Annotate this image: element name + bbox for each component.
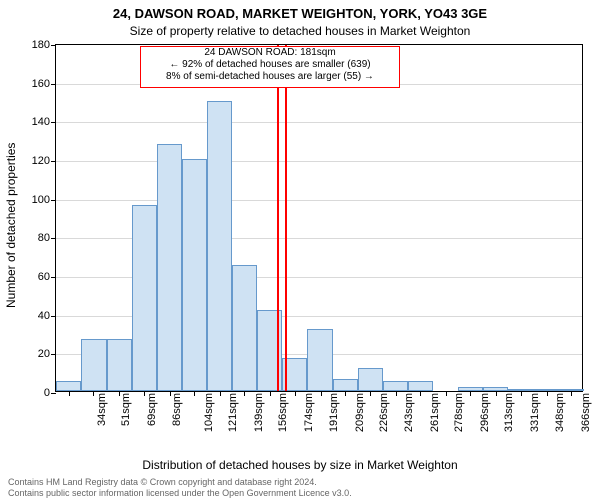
- histogram-bar: [56, 381, 81, 391]
- ytick-mark: [51, 277, 56, 278]
- xtick-mark: [144, 391, 145, 396]
- xtick-label: 34sqm: [96, 393, 108, 426]
- annotation-line-1: 24 DAWSON ROAD: 181sqm: [141, 47, 399, 59]
- xtick-mark: [270, 391, 271, 396]
- ytick-mark: [51, 354, 56, 355]
- ytick-label: 60: [38, 271, 50, 283]
- xtick-mark: [69, 391, 70, 396]
- xtick-mark: [470, 391, 471, 396]
- ytick-mark: [51, 161, 56, 162]
- xtick-mark: [571, 391, 572, 396]
- histogram-bar: [333, 379, 358, 391]
- xtick-label: 226sqm: [378, 393, 390, 432]
- property-marker-line: [277, 45, 287, 391]
- xtick-label: 348sqm: [554, 393, 566, 432]
- ytick-mark: [51, 238, 56, 239]
- ytick-mark: [51, 122, 56, 123]
- chart-title-address: 24, DAWSON ROAD, MARKET WEIGHTON, YORK, …: [0, 6, 600, 21]
- histogram-bar: [383, 381, 408, 391]
- ytick-mark: [51, 316, 56, 317]
- ytick-label: 160: [32, 78, 50, 90]
- ytick-label: 80: [38, 232, 50, 244]
- chart-container: { "title_line1": "24, DAWSON ROAD, MARKE…: [0, 0, 600, 500]
- ytick-mark: [51, 84, 56, 85]
- xtick-mark: [446, 391, 447, 396]
- xtick-label: 261sqm: [429, 393, 441, 432]
- histogram-bar: [157, 144, 182, 391]
- plot-area: 02040608010012014016018034sqm51sqm69sqm8…: [55, 44, 583, 392]
- xtick-label: 278sqm: [453, 393, 465, 432]
- histogram-bar: [358, 368, 383, 391]
- xtick-label: 86sqm: [171, 393, 183, 426]
- xtick-label: 313sqm: [503, 393, 515, 432]
- ytick-mark: [51, 45, 56, 46]
- ytick-label: 120: [32, 155, 50, 167]
- gridline-h: [56, 200, 582, 201]
- ytick-label: 180: [32, 39, 50, 51]
- attribution-text: Contains HM Land Registry data © Crown c…: [8, 477, 352, 498]
- annotation-line-2: ← 92% of detached houses are smaller (63…: [141, 59, 399, 71]
- xtick-label: 51sqm: [120, 393, 132, 426]
- histogram-bar: [81, 339, 106, 391]
- ytick-mark: [51, 393, 56, 394]
- xtick-label: 104sqm: [203, 393, 215, 432]
- xtick-label: 156sqm: [278, 393, 290, 432]
- xtick-mark: [370, 391, 371, 396]
- xtick-label: 69sqm: [146, 393, 158, 426]
- annotation-line-3: 8% of semi-detached houses are larger (5…: [141, 71, 399, 83]
- xtick-mark: [295, 391, 296, 396]
- ytick-mark: [51, 200, 56, 201]
- chart-title-description: Size of property relative to detached ho…: [0, 24, 600, 38]
- xtick-mark: [170, 391, 171, 396]
- ytick-label: 0: [44, 387, 50, 399]
- attribution-line-2: Contains public sector information licen…: [8, 488, 352, 498]
- xtick-mark: [194, 391, 195, 396]
- xtick-label: 366sqm: [580, 393, 592, 432]
- xtick-mark: [345, 391, 346, 396]
- xtick-label: 243sqm: [403, 393, 415, 432]
- property-annotation-box: 24 DAWSON ROAD: 181sqm ← 92% of detached…: [140, 46, 400, 88]
- xtick-mark: [420, 391, 421, 396]
- ytick-label: 20: [38, 348, 50, 360]
- xtick-mark: [396, 391, 397, 396]
- histogram-bar: [307, 329, 332, 391]
- attribution-line-1: Contains HM Land Registry data © Crown c…: [8, 477, 352, 487]
- histogram-bar: [107, 339, 132, 391]
- histogram-bar: [207, 101, 232, 391]
- xtick-label: 191sqm: [328, 393, 340, 432]
- xtick-mark: [521, 391, 522, 396]
- xtick-mark: [93, 391, 94, 396]
- histogram-bar: [232, 265, 257, 391]
- y-axis-label: Number of detached properties: [4, 143, 18, 308]
- histogram-bar: [132, 205, 157, 391]
- xtick-mark: [220, 391, 221, 396]
- xtick-mark: [496, 391, 497, 396]
- xtick-mark: [119, 391, 120, 396]
- x-axis-label: Distribution of detached houses by size …: [0, 458, 600, 472]
- histogram-bar: [182, 159, 207, 391]
- xtick-label: 139sqm: [253, 393, 265, 432]
- gridline-h: [56, 161, 582, 162]
- xtick-mark: [547, 391, 548, 396]
- xtick-label: 331sqm: [529, 393, 541, 432]
- xtick-label: 296sqm: [479, 393, 491, 432]
- xtick-mark: [321, 391, 322, 396]
- xtick-label: 209sqm: [354, 393, 366, 432]
- xtick-label: 121sqm: [227, 393, 239, 432]
- gridline-h: [56, 122, 582, 123]
- histogram-bar: [408, 381, 433, 391]
- ytick-label: 140: [32, 116, 50, 128]
- xtick-label: 174sqm: [304, 393, 316, 432]
- xtick-mark: [244, 391, 245, 396]
- ytick-label: 100: [32, 194, 50, 206]
- ytick-label: 40: [38, 310, 50, 322]
